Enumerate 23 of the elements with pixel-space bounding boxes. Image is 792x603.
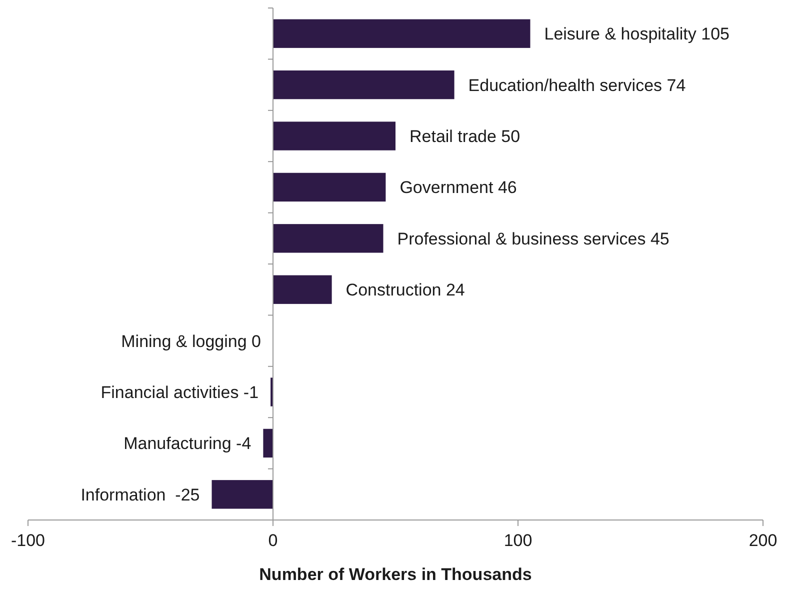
- bar: [212, 480, 273, 509]
- bar: [273, 122, 396, 150]
- y-tick-label: Financial activities -1: [100, 382, 259, 402]
- y-tick-label: Information -25: [80, 485, 200, 504]
- bar: [273, 172, 386, 202]
- bar: [273, 275, 332, 304]
- bar: [273, 224, 384, 253]
- y-tick-label: Professional & business services 45: [397, 229, 670, 248]
- x-tick-label: -100: [10, 530, 46, 550]
- y-tick-label: Mining & logging 0: [121, 332, 261, 351]
- y-tick-label: Retail trade 50: [410, 126, 520, 146]
- x-tick-label: 0: [268, 530, 278, 550]
- bar: [263, 428, 273, 458]
- y-tick-label: Leisure & hospitality 105: [544, 24, 730, 44]
- bar: [273, 70, 454, 100]
- y-tick-label: Construction 24: [346, 280, 465, 300]
- y-tick-label: Government 46: [400, 178, 517, 198]
- y-tick-label: Education/health services 74: [468, 76, 686, 95]
- x-axis-title: Number of Workers in Thousands: [259, 565, 532, 584]
- x-tick-label: 100: [504, 530, 532, 550]
- y-tick-label: Manufacturing -4: [124, 434, 252, 454]
- bar: [273, 19, 530, 48]
- x-tick-label: 200: [748, 530, 778, 550]
